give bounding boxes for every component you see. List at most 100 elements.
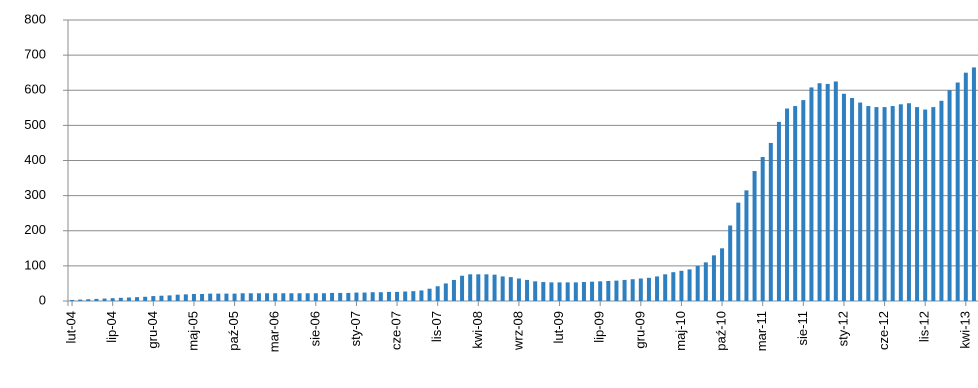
bar (232, 293, 237, 301)
bar (882, 107, 887, 301)
bar (671, 272, 676, 301)
bar (143, 296, 148, 301)
bar (760, 156, 765, 301)
bar (403, 291, 408, 301)
bar (297, 293, 302, 301)
bar (768, 142, 773, 301)
bar (541, 282, 546, 301)
bar (906, 103, 911, 301)
bar (224, 293, 229, 301)
y-tick-label: 700 (24, 47, 46, 62)
bar (947, 90, 952, 301)
x-tick-label: sie-11 (795, 311, 810, 345)
bar (330, 292, 335, 301)
bar (655, 276, 660, 301)
x-tick-label: lip-04 (104, 311, 119, 343)
bar (78, 299, 83, 301)
x-tick-label: gru-09 (632, 311, 647, 349)
bar (720, 248, 725, 301)
bar (451, 279, 456, 301)
x-tick-label: lut-09 (551, 311, 566, 344)
x-tick-label: sty-12 (835, 311, 850, 346)
bar (630, 279, 635, 301)
bar (963, 72, 968, 301)
bar (248, 293, 253, 301)
bar (525, 279, 530, 301)
bar (744, 190, 749, 301)
bar (679, 270, 684, 301)
bar (175, 294, 180, 301)
x-tick-label: sty-07 (348, 311, 363, 346)
bar (809, 87, 814, 301)
bar (86, 299, 91, 301)
x-tick-label: gru-04 (145, 311, 160, 349)
bar (646, 277, 651, 301)
bar (573, 282, 578, 301)
y-tick-label: 0 (39, 292, 46, 307)
bar (923, 109, 928, 301)
bar (240, 293, 245, 301)
bar (549, 282, 554, 301)
bar (874, 107, 879, 301)
bar (785, 108, 790, 301)
bar (955, 82, 960, 302)
bar (776, 121, 781, 301)
bar (687, 269, 692, 301)
x-tick-label: lis-12 (917, 311, 932, 342)
bar (695, 265, 700, 301)
bar (135, 297, 140, 301)
x-tick-label: lut-04 (64, 311, 79, 344)
x-tick-label: kwi-08 (470, 311, 485, 349)
bar (256, 293, 261, 301)
bar (126, 297, 131, 301)
bar (931, 107, 936, 301)
bar (216, 293, 221, 301)
bar (516, 278, 521, 301)
y-tick-label: 800 (24, 11, 46, 26)
bar (289, 293, 294, 301)
bar (638, 278, 643, 301)
bar (386, 291, 391, 301)
bar (581, 282, 586, 301)
bar (159, 295, 164, 301)
bar (305, 293, 310, 301)
bar (598, 281, 603, 301)
bar (817, 83, 822, 301)
bar (281, 293, 286, 301)
y-tick-label: 100 (24, 257, 46, 272)
bar (858, 102, 863, 301)
bar (265, 293, 270, 301)
x-tick-label: cze-12 (876, 311, 891, 350)
x-tick-label: paź-10 (714, 311, 729, 351)
bar (411, 291, 416, 301)
x-tick-label: maj-10 (673, 311, 688, 351)
bar (208, 293, 213, 301)
bar (793, 106, 798, 302)
bar (191, 293, 196, 301)
x-tick-label: lis-07 (429, 311, 444, 342)
bar (102, 298, 107, 301)
bar (435, 286, 440, 301)
bar (866, 106, 871, 302)
bar (711, 255, 716, 301)
y-tick-label: 200 (24, 222, 46, 237)
x-tick-label: cze-07 (389, 311, 404, 350)
bar (468, 274, 473, 301)
bar (476, 274, 481, 301)
x-tick-label: mar-11 (754, 311, 769, 351)
bar (915, 107, 920, 301)
bar (939, 100, 944, 301)
bar (825, 83, 830, 302)
bar (427, 288, 432, 301)
y-tick-label: 600 (24, 82, 46, 97)
bar (728, 225, 733, 301)
bar (801, 100, 806, 302)
y-tick-label: 300 (24, 187, 46, 202)
bar (443, 283, 448, 301)
bar (362, 292, 367, 301)
bar (484, 274, 489, 301)
bar (614, 280, 619, 301)
bar (395, 291, 400, 301)
bar (346, 292, 351, 301)
